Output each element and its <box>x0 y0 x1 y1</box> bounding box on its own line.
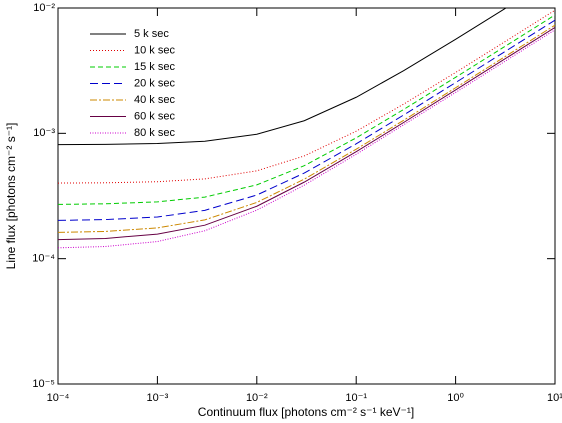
x-tick-label: 10⁻¹ <box>345 392 367 404</box>
x-axis-title: Continuum flux [photons cm⁻² s⁻¹ keV⁻¹] <box>198 405 414 419</box>
y-tick-label: 10⁻² <box>33 2 55 14</box>
y-axis-title: Line flux [photons cm⁻² s⁻¹] <box>4 123 18 270</box>
x-tick-label: 10¹ <box>547 392 562 404</box>
legend-label: 10 k sec <box>134 44 175 56</box>
x-tick-label: 10⁻² <box>246 392 268 404</box>
series-line <box>58 14 555 205</box>
legend-label: 5 k sec <box>134 28 169 40</box>
legend-label: 60 k sec <box>134 110 175 122</box>
plot-frame <box>57 7 556 385</box>
series-line <box>58 8 507 146</box>
legend-label: 80 k sec <box>134 127 175 139</box>
legend-label: 40 k sec <box>134 94 175 106</box>
series-line <box>58 9 555 184</box>
x-tick-label: 10⁻³ <box>147 392 169 404</box>
legend-label: 20 k sec <box>134 77 175 89</box>
series-line <box>58 19 555 221</box>
plot-area <box>58 8 555 249</box>
series-line <box>58 24 555 233</box>
y-tick-label: 10⁻⁵ <box>32 378 55 390</box>
series-line <box>58 26 555 241</box>
y-tick-label: 10⁻³ <box>33 127 55 139</box>
x-tick-label: 10⁻⁴ <box>47 392 70 404</box>
legend-label: 15 k sec <box>134 61 175 73</box>
x-tick-label: 10⁰ <box>447 392 464 404</box>
series-line <box>58 29 555 249</box>
y-tick-label: 10⁻⁴ <box>32 253 55 265</box>
